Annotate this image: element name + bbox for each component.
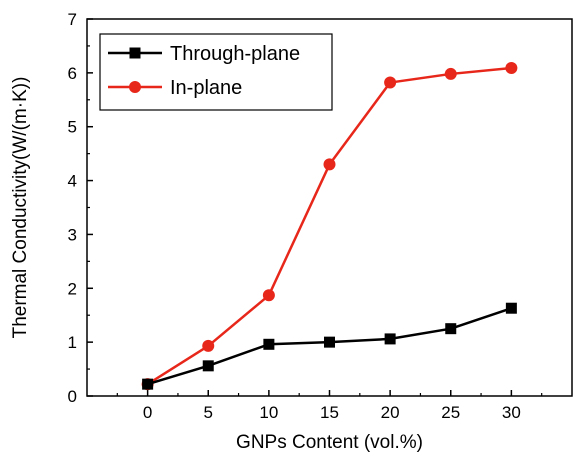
x-tick-label: 10 [259,403,278,422]
x-tick-label: 25 [441,403,460,422]
legend: Through-plane In-plane [99,33,333,111]
x-tick-label: 15 [320,403,339,422]
y-axis-label: Thermal Conductivity(W/(m·K)) [10,77,31,339]
data-point-through-plane [263,338,275,350]
legend-label-in-plane: In-plane [170,77,242,99]
x-tick-label: 5 [204,403,213,422]
plot-area: 0 5 10 15 20 25 30 0 1 2 3 4 5 6 7 [68,10,573,422]
y-tick-label: 5 [68,118,77,137]
data-point-in-plane [323,158,336,171]
legend-box [99,33,333,111]
legend-marker-in-plane [129,81,141,93]
legend-marker-through-plane [129,47,141,59]
x-tick-label: 30 [502,403,521,422]
data-point-in-plane [444,67,457,80]
data-point-through-plane [384,333,396,345]
data-point-through-plane [202,360,214,372]
y-tick-label: 6 [68,64,77,83]
data-point-in-plane [505,62,518,75]
y-tick-label: 2 [68,279,77,298]
data-point-in-plane [384,76,397,89]
data-point-through-plane [142,378,154,390]
legend-label-through-plane: Through-plane [170,43,300,65]
x-tick-label: 20 [381,403,400,422]
x-axis-label: GNPs Content (vol.%) [236,432,423,453]
y-tick-label: 7 [68,10,77,29]
y-tick-label: 4 [68,172,77,191]
data-point-through-plane [445,323,457,335]
y-tick-label: 0 [68,387,77,406]
y-tick-label: 3 [68,225,77,244]
data-point-through-plane [324,336,335,348]
data-point-in-plane [262,289,275,302]
data-point-through-plane [505,302,517,314]
x-tick-label: 0 [143,403,152,422]
data-point-in-plane [202,339,215,352]
y-tick-label: 1 [68,333,77,352]
